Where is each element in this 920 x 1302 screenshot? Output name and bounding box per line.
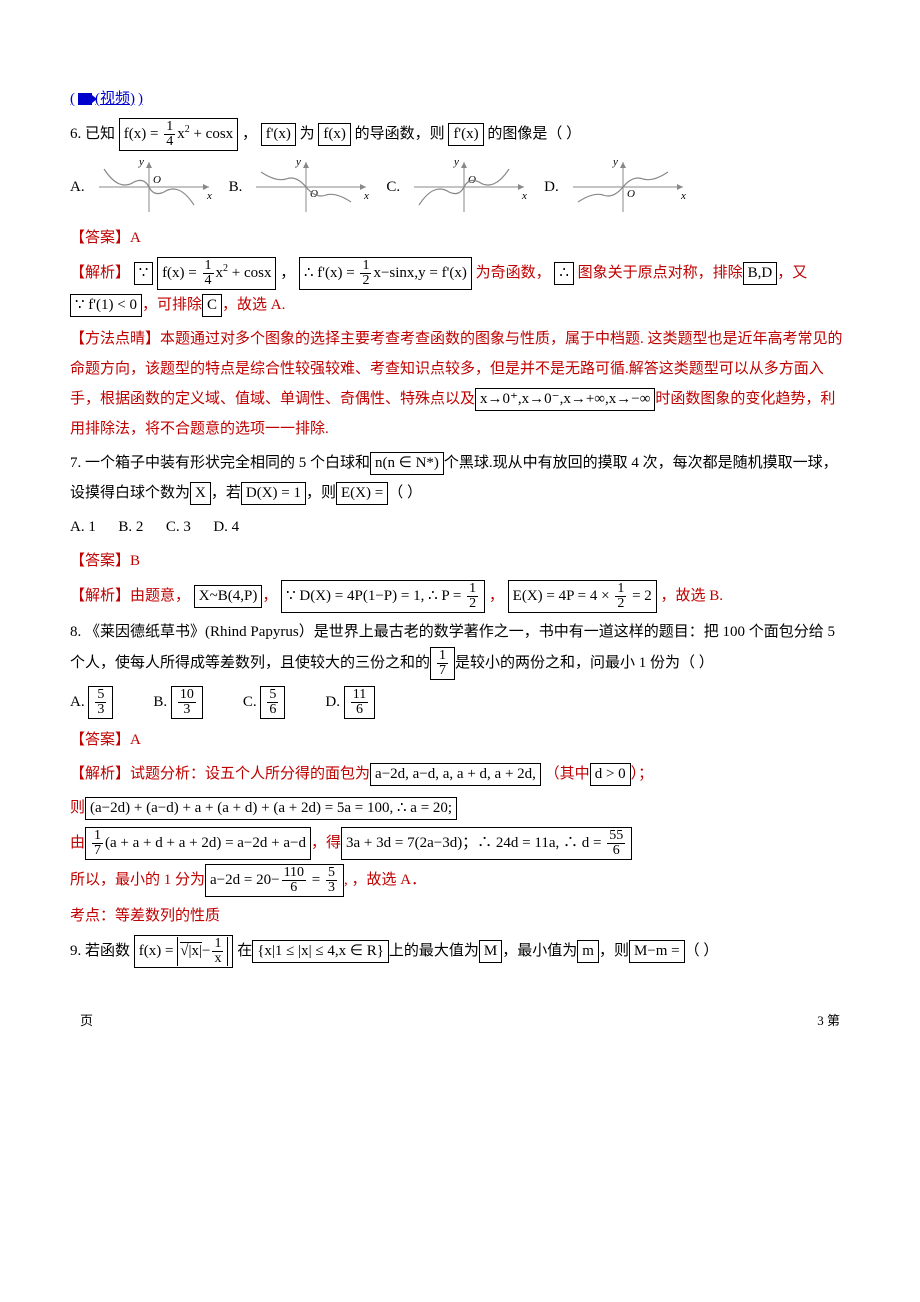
svg-text:y: y (612, 157, 618, 168)
q8-stem: 8. 《莱因德纸草书》(Rhind Papyrus）是世界上最古老的数学著作之一… (70, 617, 850, 680)
page-footer: 页 3 第 (70, 1008, 850, 1034)
q9-stem: 9. 若函数 f(x) = √|x|−1x 在{x|1 ≤ |x| ≤ 4,x … (70, 935, 850, 968)
graph-a: y O x (89, 157, 219, 217)
q7-choices: A. 1 B. 2 C. 3 D. 4 (70, 512, 850, 542)
video-link[interactable]: ((视频)) (70, 84, 143, 114)
q8-choices: A. 53 B. 103 C. 56 D. 116 (70, 686, 850, 719)
q8-answer: 【答案】A (70, 725, 850, 755)
video-text: (视频) (95, 84, 135, 114)
svg-text:y: y (453, 157, 459, 168)
q6-method: 【方法点晴】本题通过对多个图象的选择主要考查考查函数的图象与性质，属于中档题. … (70, 324, 850, 444)
q8-kaodian: 考点：等差数列的性质 (70, 901, 850, 931)
graph-b: y O x (246, 157, 376, 217)
q7-solution: 【解析】由题意， X~B(4,P)， ∵ D(X) = 4P(1−P) = 1,… (70, 580, 850, 613)
camera-icon (78, 93, 92, 105)
q6-stem: 6. 已知 f(x) = 14x2 + cosx ， f'(x) 为 f(x) … (70, 118, 850, 151)
svg-text:y: y (295, 157, 301, 168)
q7-answer: 【答案】B (70, 546, 850, 576)
q8-eq2: 由17(a + a + d + a + 2d) = a−2d + a−d，得3a… (70, 827, 850, 860)
graph-d: y O x (563, 157, 693, 217)
q8-solution: 【解析】试题分析：设五个人所分得的面包为a−2d, a−d, a, a + d,… (70, 759, 850, 789)
svg-text:x: x (363, 190, 369, 202)
svg-text:x: x (680, 190, 686, 202)
svg-text:x: x (521, 190, 527, 202)
svg-text:y: y (138, 157, 144, 168)
q7-stem: 7. 一个箱子中装有形状完全相同的 5 个白球和n(n ∈ N*)个黑球.现从中… (70, 448, 850, 508)
q8-eq1: 则(a−2d) + (a−d) + a + (a + d) + (a + 2d)… (70, 793, 850, 823)
q8-eq3: 所以，最小的 1 分为a−2d = 20−1106 = 53, ，故选 A． (70, 864, 850, 897)
svg-text:O: O (153, 174, 161, 186)
q6-answer: 【答案】A (70, 223, 850, 253)
svg-text:O: O (627, 188, 635, 200)
graph-c: y O x (404, 157, 534, 217)
q6-solution: 【解析】 ∵ f(x) = 14x2 + cosx ， ∴ f'(x) = 12… (70, 257, 850, 320)
q6-options: A. y O x B. y O x C. y (70, 157, 850, 217)
svg-text:x: x (206, 190, 212, 202)
